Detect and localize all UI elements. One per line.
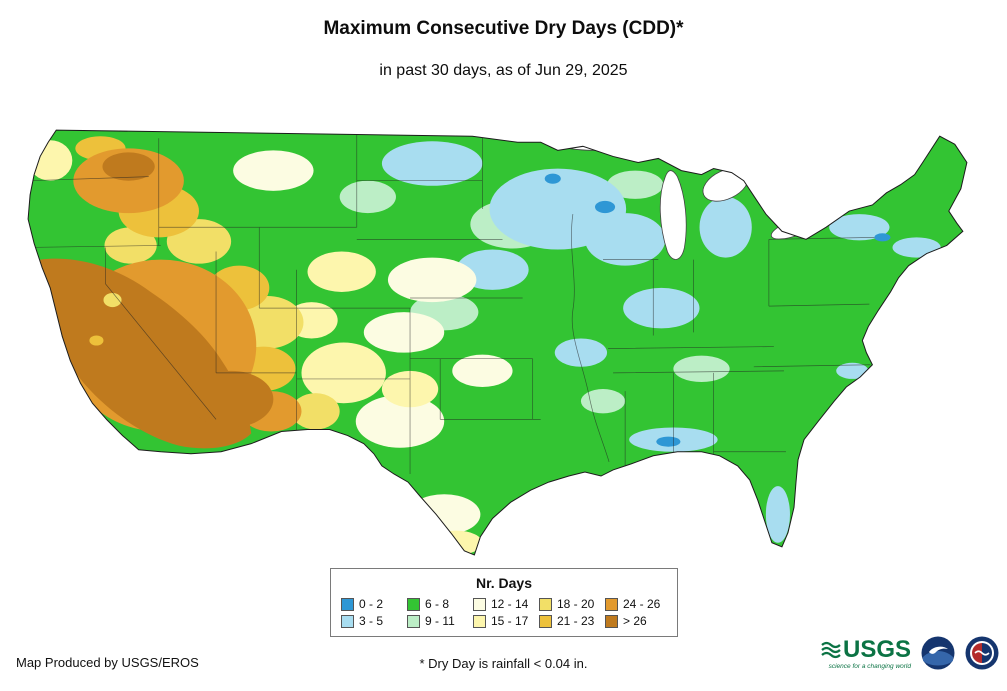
- legend-swatch: [539, 597, 552, 611]
- legend-item: 18 - 20: [539, 597, 601, 611]
- agency-logos: USGS science for a changing world: [821, 636, 999, 670]
- map-region: [829, 214, 890, 241]
- legend-item: 9 - 11: [407, 614, 469, 628]
- map-region: [89, 335, 104, 346]
- map-region: [104, 227, 157, 264]
- dry-day-note: * Dry Day is rainfall < 0.04 in.: [419, 656, 588, 671]
- noaa-logo-icon: [921, 636, 955, 670]
- map-region: [892, 237, 941, 258]
- map-region: [28, 140, 73, 181]
- state-borders: [28, 132, 875, 475]
- lake-superior: [542, 130, 654, 151]
- us-outline: [27, 129, 968, 556]
- legend-swatch: [605, 597, 618, 611]
- map-region: [363, 312, 445, 353]
- legend-title: Nr. Days: [475, 575, 533, 591]
- usgs-wave-icon: [821, 641, 841, 659]
- legend-item: 6 - 8: [407, 597, 469, 611]
- legend-item: 0 - 2: [341, 597, 403, 611]
- map-region: [544, 173, 561, 184]
- legend-label: 3 - 5: [359, 614, 384, 628]
- map-region: [656, 436, 681, 447]
- legend-swatch: [539, 614, 552, 628]
- legend-item: > 26: [605, 614, 667, 628]
- map-region: [580, 389, 626, 414]
- map-region: [291, 393, 340, 430]
- legend-swatch: [473, 597, 486, 611]
- legend-item: 15 - 17: [473, 614, 535, 628]
- usgs-logo-row: USGS: [821, 638, 911, 662]
- map-region: [355, 395, 445, 448]
- legend-label: 24 - 26: [623, 597, 661, 611]
- legend-label: 9 - 11: [425, 614, 455, 628]
- legend-item: 3 - 5: [341, 614, 403, 628]
- legend-item: 21 - 23: [539, 614, 601, 628]
- map-credit: Map Produced by USGS/EROS: [16, 655, 199, 670]
- legend-swatch: [341, 597, 354, 611]
- map-region: [188, 370, 274, 428]
- legend-label: 21 - 23: [557, 614, 595, 628]
- map-region: [836, 362, 869, 379]
- legend-swatch: [605, 614, 618, 628]
- map-region: [623, 287, 700, 329]
- legend: Nr. Days 0 - 2 6 - 8 12 - 14 18 - 20 24 …: [330, 568, 678, 637]
- map-region: [554, 338, 608, 367]
- legend-item: 24 - 26: [605, 597, 667, 611]
- legend-label: 0 - 2: [359, 597, 384, 611]
- legend-label: 6 - 8: [425, 597, 450, 611]
- map-region: [430, 530, 483, 555]
- legend-label: > 26: [623, 614, 647, 628]
- map-region: [103, 292, 122, 308]
- map-region: [387, 257, 477, 303]
- legend-grid: 0 - 2 6 - 8 12 - 14 18 - 20 24 - 26 3 - …: [341, 597, 667, 628]
- map-region: [381, 141, 483, 186]
- legend-swatch: [473, 614, 486, 628]
- map-region: [102, 152, 155, 181]
- map-region: [584, 213, 666, 266]
- legend-label: 12 - 14: [491, 597, 529, 611]
- legend-swatch: [407, 597, 420, 611]
- lake-michigan: [659, 170, 687, 260]
- map-region: [699, 196, 752, 258]
- map-region: [594, 200, 616, 214]
- map-region: [408, 494, 481, 535]
- map-region: [874, 233, 891, 242]
- usgs-tagline: science for a changing world: [828, 663, 911, 670]
- legend-label: 15 - 17: [491, 614, 529, 628]
- map-region: [765, 486, 790, 543]
- legend-label: 18 - 20: [557, 597, 595, 611]
- map-fill-regions: [28, 130, 967, 555]
- map-region: [301, 342, 386, 404]
- usgs-logo: USGS science for a changing world: [821, 638, 911, 670]
- page-title: Maximum Consecutive Dry Days (CDD)*: [323, 18, 684, 39]
- legend-swatch: [407, 614, 420, 628]
- map-region: [607, 170, 664, 199]
- us-cdd-map: [10, 118, 990, 563]
- map-region: [233, 150, 314, 191]
- map-region: [307, 251, 376, 292]
- map-region: [673, 355, 730, 382]
- usgs-logo-text: USGS: [842, 636, 911, 663]
- us-map-svg: [27, 129, 968, 556]
- legend-item: 12 - 14: [473, 597, 535, 611]
- map-region: [452, 354, 513, 388]
- page-subtitle: in past 30 days, as of Jun 29, 2025: [379, 62, 628, 79]
- nws-logo-icon: [965, 636, 999, 670]
- map-region: [339, 180, 396, 214]
- legend-swatch: [341, 614, 354, 628]
